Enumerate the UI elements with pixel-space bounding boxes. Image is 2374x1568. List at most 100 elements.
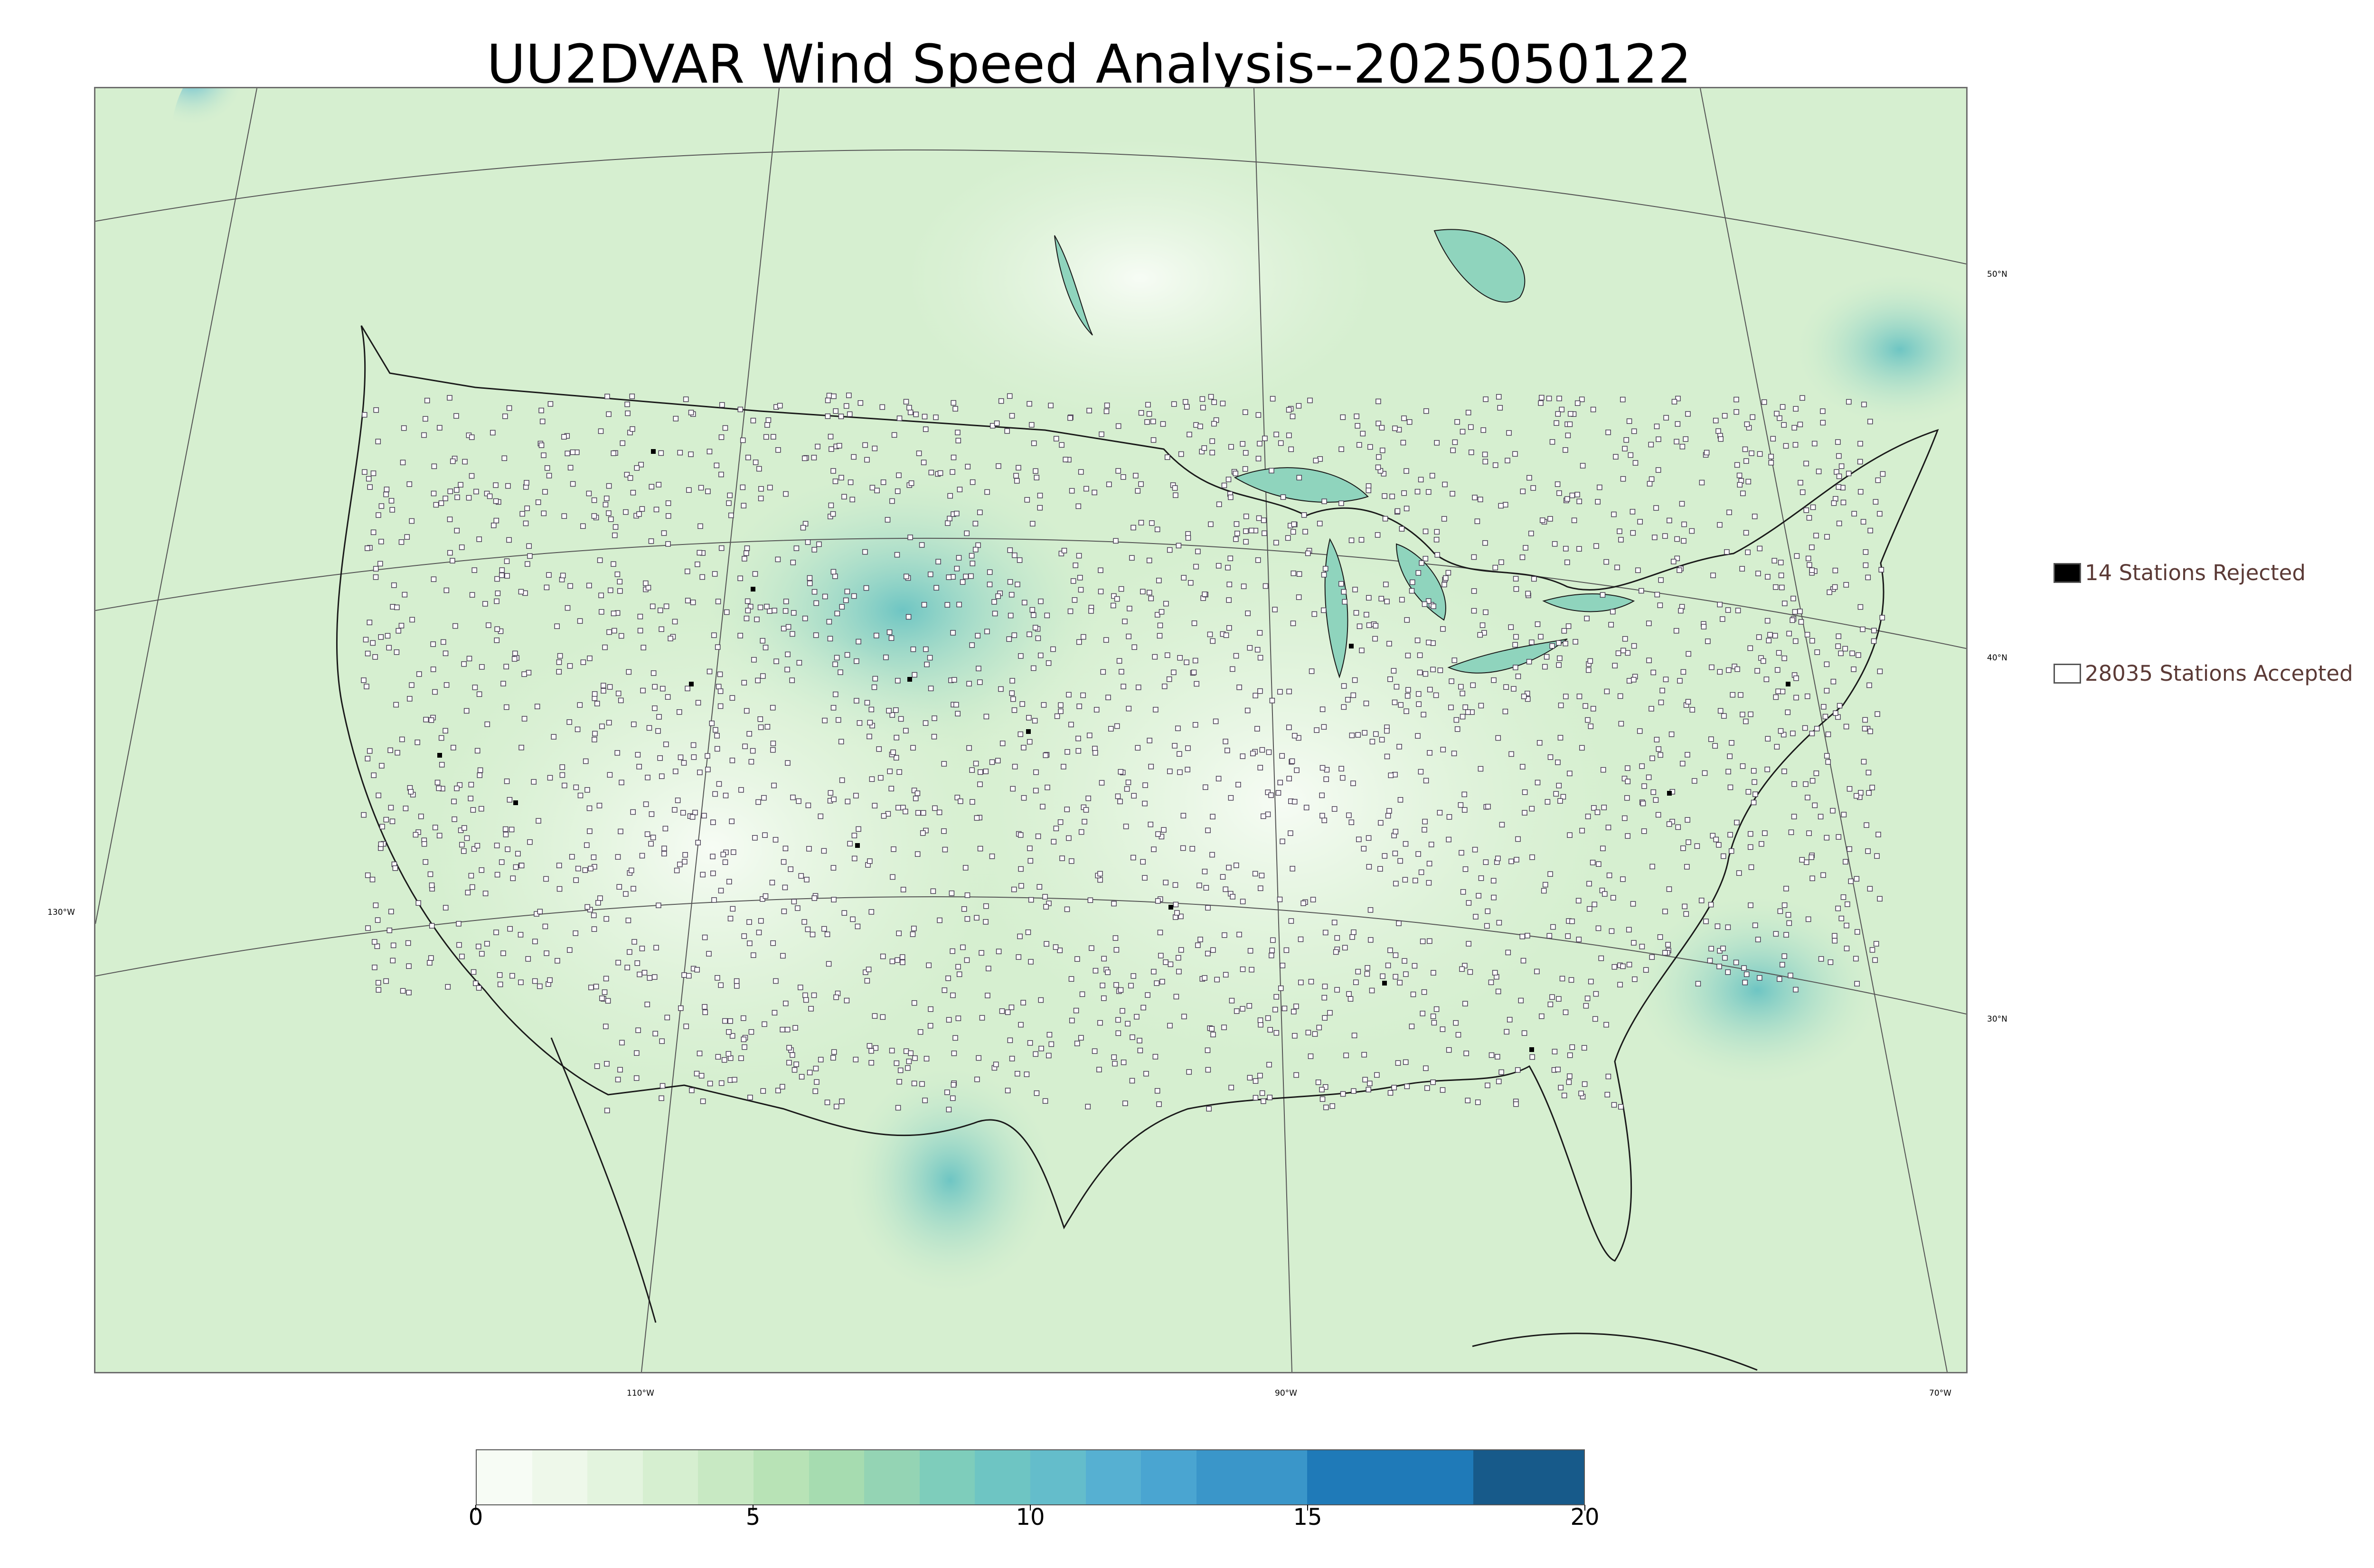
station-accepted-marker [718, 471, 724, 478]
station-accepted-marker [1040, 804, 1046, 809]
station-rejected-marker [1667, 791, 1672, 796]
station-accepted-marker [1478, 497, 1483, 502]
station-accepted-marker [659, 1038, 665, 1044]
station-accepted-marker [1189, 846, 1196, 852]
station-accepted-marker [1588, 978, 1594, 985]
station-accepted-marker [370, 640, 376, 646]
station-accepted-marker [1538, 400, 1544, 406]
station-accepted-marker [567, 465, 574, 470]
station-accepted-marker [1243, 528, 1249, 534]
station-accepted-marker [1749, 451, 1754, 456]
station-accepted-marker [1640, 800, 1646, 807]
station-accepted-marker [1622, 446, 1628, 451]
station-accepted-marker [1751, 799, 1757, 806]
accepted-swatch-icon [2054, 663, 2081, 684]
station-accepted-marker [1806, 830, 1812, 836]
station-accepted-marker [601, 683, 606, 688]
station-accepted-marker [561, 513, 567, 519]
station-accepted-marker [937, 917, 942, 923]
station-accepted-marker [1108, 726, 1114, 732]
station-accepted-marker [1830, 807, 1836, 814]
station-accepted-marker [1520, 958, 1526, 964]
station-accepted-marker [1075, 748, 1082, 754]
station-accepted-marker [954, 795, 961, 800]
station-accepted-marker [507, 797, 513, 803]
station-accepted-marker [450, 558, 455, 563]
station-accepted-marker [1482, 451, 1488, 458]
colorbar-tick-label: 5 [745, 1504, 761, 1530]
station-accepted-marker [1195, 548, 1201, 554]
station-accepted-marker [469, 592, 475, 598]
station-accepted-marker [712, 791, 718, 797]
station-accepted-marker [718, 1080, 725, 1086]
station-accepted-marker [720, 852, 726, 857]
station-accepted-marker [895, 488, 901, 494]
station-accepted-marker [494, 637, 500, 643]
station-accepted-marker [406, 990, 412, 995]
station-accepted-marker [616, 884, 622, 890]
station-accepted-marker [1329, 1103, 1335, 1109]
station-accepted-marker [374, 943, 380, 949]
station-accepted-marker [937, 470, 943, 476]
station-accepted-marker [443, 905, 449, 911]
station-accepted-marker [838, 669, 843, 675]
station-accepted-marker [1233, 653, 1239, 659]
station-accepted-marker [1842, 646, 1848, 652]
station-accepted-marker [1073, 1007, 1079, 1014]
station-accepted-marker [1403, 971, 1409, 977]
station-accepted-marker [1256, 515, 1262, 521]
station-accepted-marker [618, 697, 624, 704]
station-accepted-marker [604, 1061, 610, 1067]
station-accepted-marker [614, 750, 620, 756]
station-accepted-marker [603, 1023, 609, 1029]
station-accepted-marker [1181, 575, 1187, 581]
station-accepted-marker [1078, 469, 1084, 475]
station-rejected-marker [1349, 644, 1354, 648]
station-accepted-marker [1018, 1022, 1024, 1028]
station-accepted-marker [1788, 973, 1793, 978]
station-accepted-marker [791, 610, 797, 616]
station-accepted-marker [505, 846, 510, 852]
station-accepted-marker [640, 687, 646, 694]
station-accepted-marker [1478, 766, 1484, 772]
wind-speed-map[interactable] [94, 87, 1968, 1373]
station-accepted-marker [702, 934, 708, 940]
station-accepted-marker [782, 608, 789, 614]
station-accepted-marker [1764, 618, 1771, 624]
station-accepted-marker [1790, 617, 1795, 623]
station-accepted-marker [1556, 996, 1562, 1002]
station-accepted-marker [783, 1000, 789, 1006]
station-accepted-marker [1021, 795, 1027, 801]
station-accepted-marker [1838, 463, 1845, 469]
station-accepted-marker [1720, 616, 1725, 622]
station-accepted-marker [977, 781, 983, 787]
station-accepted-marker [1579, 396, 1585, 403]
station-accepted-marker [1019, 701, 1025, 707]
station-accepted-marker [1492, 564, 1498, 571]
station-accepted-marker [1226, 597, 1232, 603]
station-accepted-marker [1321, 995, 1328, 1001]
station-accepted-marker [805, 539, 811, 545]
station-accepted-marker [1103, 637, 1109, 643]
station-accepted-marker [758, 496, 764, 501]
station-accepted-marker [1498, 1069, 1504, 1075]
station-accepted-marker [1017, 832, 1024, 838]
station-accepted-marker [1617, 693, 1623, 699]
station-accepted-marker [813, 600, 819, 606]
lake-erie [1447, 638, 1568, 674]
station-accepted-marker [796, 798, 801, 804]
station-accepted-marker [1785, 709, 1791, 715]
station-accepted-marker [807, 1070, 813, 1076]
station-accepted-marker [504, 558, 510, 564]
station-accepted-marker [429, 883, 435, 888]
station-accepted-marker [1032, 718, 1038, 723]
station-accepted-marker [910, 646, 916, 652]
station-accepted-marker [874, 488, 880, 494]
station-accepted-marker [1610, 895, 1616, 901]
station-accepted-marker [1242, 466, 1248, 472]
station-accepted-marker [431, 490, 437, 497]
station-accepted-marker [1877, 896, 1883, 902]
station-accepted-marker [744, 545, 750, 551]
station-accepted-marker [1416, 701, 1422, 707]
station-accepted-marker [1460, 429, 1466, 435]
